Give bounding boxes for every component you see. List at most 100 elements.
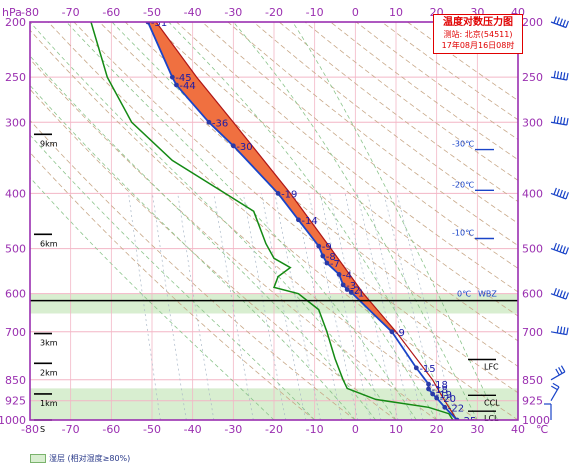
y-tick-label-right: 1000: [522, 414, 550, 427]
mixing-ratio-line: [396, 193, 457, 420]
temperature-point: [340, 282, 346, 288]
dry-adiabat-line: [304, 22, 518, 181]
moist-adiabat-line: [30, 55, 377, 420]
temperature-point-label: -15: [419, 364, 435, 375]
temperature-point: [275, 191, 281, 196]
temperature-point: [296, 217, 301, 223]
temperature-point-label: -18: [432, 385, 448, 396]
temperature-point-label: -9: [395, 328, 405, 339]
temperature-point-label: -7: [330, 259, 340, 270]
temperature-point: [426, 381, 431, 387]
x-tick-label-bottom: 20: [430, 423, 444, 436]
height-mark-label: 6km: [40, 239, 58, 248]
mixing-ratio-line: [274, 193, 321, 420]
moist-adiabat-line: [233, 22, 478, 420]
y-tick-label-right: 500: [522, 243, 543, 256]
moist-layer-legend-text: 湿层 (相对湿度≥80%): [49, 454, 131, 463]
y-tick-label-left: 200: [5, 16, 26, 29]
mixing-ratio-line: [261, 193, 307, 420]
temperature-point: [174, 82, 179, 88]
y-tick-label-left: 850: [5, 374, 26, 387]
temperature-point-label: -4: [342, 270, 352, 281]
dry-adiabat-line: [330, 22, 518, 161]
x-tick-label-bottom: -20: [265, 423, 283, 436]
dry-adiabat-line: [30, 151, 315, 420]
y-tick-label-left: 250: [5, 71, 26, 84]
mixing-ratio-line: [213, 193, 254, 420]
wind-barb: [550, 242, 569, 255]
x-tick-label-top: -10: [306, 6, 324, 19]
y-tick-label-right: 250: [522, 71, 543, 84]
y-tick-label-left: 700: [5, 326, 26, 339]
chart-title: 温度对数压力图: [443, 17, 513, 28]
temperature-point-label: -20: [440, 394, 456, 405]
legend: 湿层 (相对湿度≥80%): [30, 453, 130, 464]
temperature-point: [316, 243, 322, 249]
mixing-ratio-line: [329, 193, 382, 420]
temperature-point-label: -2: [350, 286, 360, 297]
temperature-point: [434, 395, 440, 401]
x-tick-label-top: 10: [389, 6, 403, 19]
wind-barb: [550, 70, 569, 81]
x-tick-label-bottom: -30: [224, 423, 242, 436]
temperature-point-label: -9: [322, 242, 332, 253]
moist-adiabat-line: [30, 22, 397, 420]
x-tick-label-bottom: -60: [102, 423, 120, 436]
wind-barb: [550, 382, 560, 402]
temperature-point-label: -1: [354, 288, 364, 299]
mixing-ratio-line: [128, 193, 161, 420]
temperature-point-label: -44: [179, 81, 195, 92]
temperature-point-label: -51: [151, 18, 167, 29]
x-tick-label-top: -50: [143, 6, 161, 19]
isotherm-mark-label: -10℃: [452, 228, 474, 237]
isotherm-mark-label: -30℃: [452, 140, 474, 149]
x-tick-label-bottom: 0: [352, 423, 359, 436]
temperature-point-label: -18: [432, 380, 448, 391]
y-tick-label-right: 850: [522, 374, 543, 387]
y-tick-label-right: 200: [522, 16, 543, 29]
x-tick-label-top: -20: [265, 6, 283, 19]
time-text: 17年08月16日08时: [441, 41, 515, 50]
temperature-point-label: -19: [281, 189, 297, 200]
mixing-ratio-line: [152, 193, 187, 420]
temperature-point: [442, 404, 448, 410]
level-label-lfc: LFC: [484, 363, 499, 372]
wind-barb: [550, 325, 569, 336]
temperature-point: [336, 271, 342, 277]
temperature-point: [206, 119, 212, 125]
dewpoint-line: [90, 22, 454, 420]
wind-barb: [550, 365, 566, 381]
temperature-point: [230, 143, 236, 149]
moist-adiabat-line: [66, 22, 417, 420]
y-tick-label-left: 925: [5, 395, 26, 408]
height-mark-label: 9km: [40, 139, 58, 148]
temperature-point: [324, 260, 330, 266]
temperature-point-label: -3: [346, 281, 356, 292]
moist-adiabat-line: [30, 134, 315, 420]
x-tick-label-top: -70: [62, 6, 80, 19]
dry-adiabat-line: [30, 29, 478, 420]
dry-adiabat-line: [30, 119, 356, 420]
wbz-temp-label: 0℃: [457, 290, 471, 299]
temperature-point-label: -45: [175, 73, 191, 84]
wind-barb: [544, 403, 552, 420]
temperature-point-label: -36: [212, 118, 228, 129]
wind-barb: [550, 287, 569, 300]
dry-adiabat-line: [30, 58, 437, 420]
dry-adiabat-line: [73, 22, 518, 394]
temperature-point: [430, 391, 435, 397]
x-tick-label-top: -60: [102, 6, 120, 19]
y-tick-label-right: 300: [522, 116, 543, 129]
temperature-point: [389, 329, 395, 335]
y-tick-label-left: 400: [5, 187, 26, 200]
station-text: 测站: 北京(54511): [443, 30, 513, 39]
temperature-point: [348, 290, 354, 295]
title-box: 温度对数压力图 测站: 北京(54511) 17年08月16日08时: [433, 14, 523, 54]
mixing-ratio-line: [344, 193, 399, 420]
temperature-point-label: -25: [460, 416, 476, 427]
x-tick-label-bottom: -50: [143, 423, 161, 436]
temperature-point-label: -22: [448, 403, 464, 414]
dry-adiabat-line: [201, 22, 518, 269]
wbz-label: WBZ: [478, 290, 497, 299]
